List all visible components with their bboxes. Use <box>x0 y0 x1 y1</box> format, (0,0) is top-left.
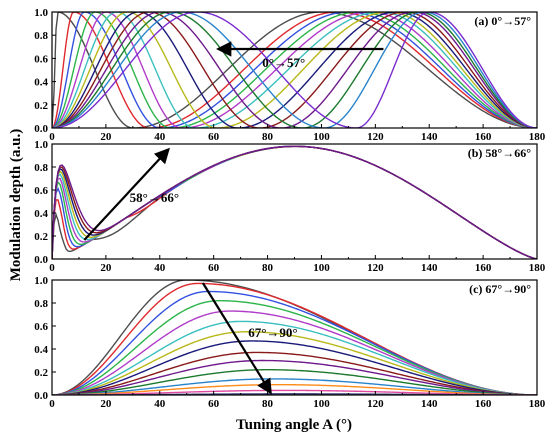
series-line <box>52 145 537 259</box>
x-tick-label: 100 <box>313 262 330 274</box>
x-tick-label: 60 <box>208 398 220 410</box>
series-line <box>52 351 537 395</box>
series-line <box>52 12 537 128</box>
y-tick-label: 0.8 <box>34 162 48 174</box>
panels: 0 20 40 60 80 100 120 140 160 180 0.0 0.2 0.4 0.6 0.8 1… <box>34 7 546 410</box>
series-line <box>52 145 537 259</box>
series-line <box>52 145 537 259</box>
x-tick-label: 60 <box>208 262 220 274</box>
arrow-b <box>83 147 170 241</box>
series-line <box>52 12 537 128</box>
x-tick-label: 140 <box>421 131 438 143</box>
y-tick-label: 0.6 <box>34 53 48 65</box>
series-line <box>52 145 537 259</box>
x-tick-label: 0 <box>49 262 55 274</box>
y-tick-label: 0.6 <box>34 321 48 333</box>
y-tick-label: 0.0 <box>34 254 48 266</box>
series-line <box>52 340 537 395</box>
series-line <box>52 383 537 395</box>
arrow-c <box>201 282 272 395</box>
panel-a-curves <box>52 12 537 128</box>
series-line <box>52 12 537 128</box>
series-line <box>52 145 537 259</box>
annotation-b: 58°→66° <box>130 190 179 205</box>
y-tick-label: 0.4 <box>34 208 48 220</box>
series-line <box>52 12 537 128</box>
x-tick-label: 160 <box>475 262 492 274</box>
x-tick-label: 0 <box>49 398 55 410</box>
x-tick-label: 160 <box>475 131 492 143</box>
series-line <box>52 320 537 395</box>
series-line <box>52 145 537 259</box>
panel-a: 0 20 40 60 80 100 120 140 160 180 0.0 0.2 0.4 0.6 0.8 1… <box>34 7 546 143</box>
x-tick-label: 20 <box>100 262 112 274</box>
x-tick-label: 20 <box>100 398 112 410</box>
y-tick-label: 0.0 <box>34 123 48 135</box>
x-tick-label: 180 <box>529 398 546 410</box>
y-tick-label: 0.8 <box>34 30 48 42</box>
x-tick-label: 80 <box>262 398 274 410</box>
series-line <box>52 310 537 395</box>
x-tick-label: 180 <box>529 262 546 274</box>
y-tick-label: 1.0 <box>34 275 48 287</box>
series-line <box>52 359 537 395</box>
panel-b-curves <box>52 145 537 259</box>
y-tick-label: 0.4 <box>34 77 48 89</box>
y-tick-label: 0.6 <box>34 185 48 197</box>
x-tick-label: 120 <box>367 131 384 143</box>
panel-label: (c) 67°→90° <box>469 282 531 296</box>
x-tick-label: 80 <box>262 262 274 274</box>
annotation-a: 0°→57° <box>262 55 305 70</box>
y-tick-label: 1.0 <box>34 7 48 19</box>
series-line <box>52 145 537 259</box>
y-tick-label: 0.8 <box>34 298 48 310</box>
y-tick-label: 1.0 <box>34 139 48 151</box>
panel-b: 0 20 40 60 80 100 120 140 160 180 0.0 0.2 0.4 0.6 0.8 1… <box>34 139 546 274</box>
series-line <box>52 145 537 259</box>
x-axis-title: Tuning angle A (°) <box>236 417 352 433</box>
series-line <box>52 12 537 128</box>
panel-label: (b) 58°→66° <box>468 146 531 160</box>
x-tick-label: 160 <box>475 398 492 410</box>
annotations: 0°→57° 58°→66° 67°→90° <box>83 41 384 395</box>
annotation-c: 67°→90° <box>248 325 297 340</box>
x-tick-label: 40 <box>154 262 166 274</box>
x-tick-label: 40 <box>154 398 166 410</box>
y-tick-label: 0.4 <box>34 344 48 356</box>
series-line <box>52 12 537 128</box>
y-tick-label: 0.2 <box>34 367 48 379</box>
x-tick-label: 60 <box>208 131 220 143</box>
y-tick-label: 0.0 <box>34 390 48 402</box>
y-tick-label: 0.2 <box>34 100 48 112</box>
series-line <box>52 145 537 259</box>
series-line <box>52 12 537 128</box>
x-tick-label: 180 <box>529 131 546 143</box>
series-line <box>52 12 537 128</box>
x-tick-label: 80 <box>262 131 274 143</box>
x-tick-label: 140 <box>421 262 438 274</box>
x-tick-label: 100 <box>313 131 330 143</box>
x-tick-label: 20 <box>100 131 112 143</box>
panel-c-curves <box>52 280 537 395</box>
series-line <box>52 12 537 128</box>
plot-frame <box>51 143 538 260</box>
y-tick-label: 0.2 <box>34 231 48 243</box>
series-line <box>52 369 537 395</box>
x-tick-label: 140 <box>421 398 438 410</box>
series-line <box>52 378 537 395</box>
x-tick-label: 120 <box>367 262 384 274</box>
x-tick-label: 120 <box>367 398 384 410</box>
series-line <box>52 331 537 395</box>
x-tick-label: 100 <box>313 398 330 410</box>
x-tick-label: 0 <box>49 131 55 143</box>
series-line <box>52 145 537 259</box>
panel-c: 0 20 40 60 80 100 120 140 160 180 0.0 0.2 0.4 0.6 0.8 1… <box>34 275 546 410</box>
x-tick-label: 40 <box>154 131 166 143</box>
series-line <box>52 12 537 128</box>
panel-label: (a) 0°→57° <box>474 14 531 28</box>
series-line <box>52 12 537 128</box>
y-axis-title: Modulation depth (a.u.) <box>8 129 24 282</box>
